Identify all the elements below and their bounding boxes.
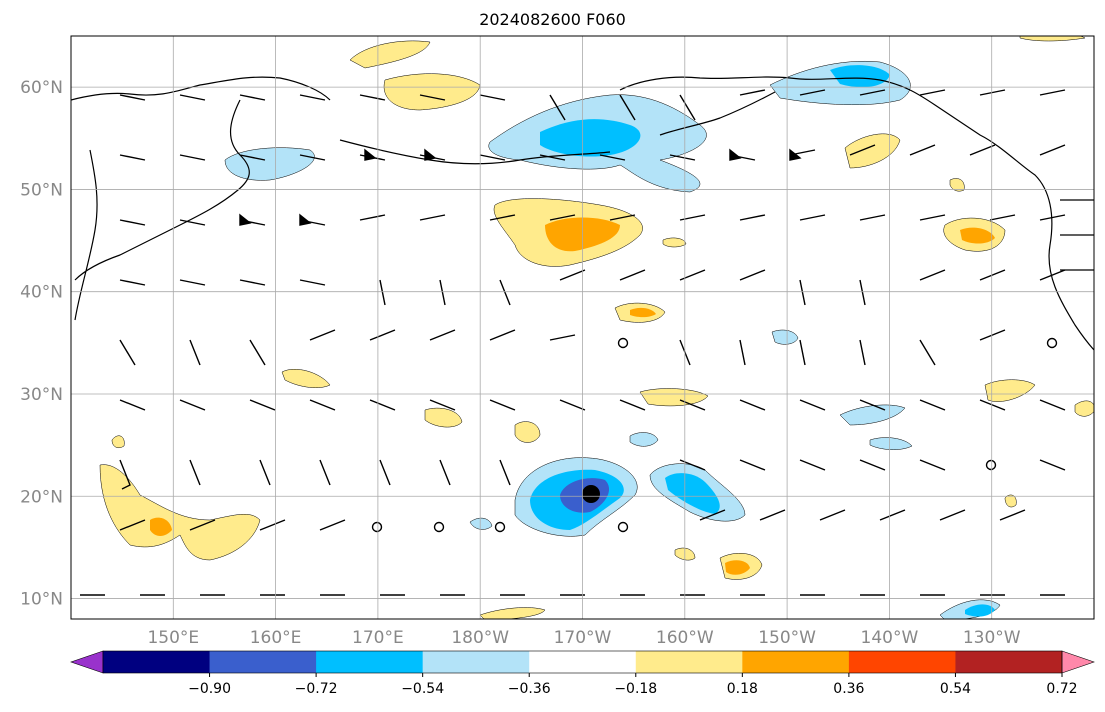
- neg-region-small-3: [839, 404, 906, 426]
- colorbar-segment: [316, 651, 424, 673]
- coastline-na-border: [1060, 199, 1094, 271]
- map-frame: [70, 35, 1095, 620]
- colorbar-segment: [529, 651, 637, 673]
- lon-label: 160°E: [250, 628, 302, 648]
- colorbar: [70, 650, 1095, 674]
- colorbar-extend-high: [1061, 650, 1095, 674]
- colorbar-segment: [103, 651, 211, 673]
- colorbar-segment: [635, 651, 743, 673]
- lat-label: 40°N: [20, 283, 63, 303]
- cyclone-center-marker: [582, 485, 600, 503]
- lon-label: 180°W: [451, 628, 509, 648]
- neg-region-alaska-core: [830, 65, 890, 88]
- pos-region-southwest-core: [150, 517, 172, 536]
- neg-region-small-4: [869, 437, 913, 450]
- colorbar-segment: [742, 651, 850, 673]
- coastlines: [71, 76, 1094, 351]
- lat-label: 20°N: [20, 487, 63, 507]
- colorbar-label: −0.18: [614, 681, 657, 697]
- neg-region-small-5: [469, 517, 493, 530]
- gridlines: [71, 36, 1094, 619]
- pos-region-south-1-core: [725, 560, 750, 575]
- lat-labels: 10°N 20°N 30°N 40°N 50°N 60°N: [20, 78, 63, 609]
- pos-region-small-c: [1004, 494, 1017, 508]
- neg-region-southeast-core: [965, 604, 995, 617]
- pos-region-small-d: [949, 178, 965, 192]
- lon-label: 150°E: [147, 628, 199, 648]
- calm-circles: [371, 337, 1058, 533]
- colorbar-extend-low: [70, 650, 104, 674]
- lat-label: 60°N: [20, 78, 63, 98]
- coastline-aleutians: [339, 139, 611, 165]
- colorbar-segment: [848, 651, 956, 673]
- colorbar-segment: [209, 651, 317, 673]
- lon-label: 150°W: [758, 628, 816, 648]
- pos-region-south-3: [479, 607, 546, 619]
- pos-region-northeast-core: [960, 227, 995, 244]
- coastline-alaska: [619, 76, 1094, 351]
- pos-region-gulf-alaska: [844, 133, 901, 169]
- colorbar-segment: [422, 651, 530, 673]
- pos-region-mid-6: [984, 379, 1036, 402]
- pos-region-bering: [383, 73, 481, 111]
- pos-region-mid-5: [639, 388, 709, 407]
- pos-region-mid-3: [424, 407, 463, 428]
- colorbar-label: −0.90: [188, 681, 231, 697]
- lat-label: 50°N: [20, 180, 63, 200]
- pos-region-southwest: [99, 464, 261, 561]
- colorbar-labels: −0.90 −0.72 −0.54 −0.36 −0.18 0.18 0.36 0.54 0.7…: [188, 673, 1078, 697]
- lon-label: 130°W: [963, 628, 1021, 648]
- colorbar-label: 0.72: [1046, 681, 1077, 697]
- neg-region-hawaii-core: [665, 473, 720, 514]
- lon-label: 170°W: [554, 628, 612, 648]
- colorbar-segment: [955, 651, 1063, 673]
- pos-region-mid-7: [1074, 400, 1094, 417]
- colorbar-label: −0.36: [508, 681, 551, 697]
- pos-region-mid-4: [514, 421, 541, 443]
- lon-labels: 150°E 160°E 170°E 180°W 170°W 160°W 150°W 140°W…: [147, 628, 1020, 648]
- colorbar-label: −0.54: [401, 681, 444, 697]
- pos-region-mid-1-core: [630, 307, 656, 318]
- colorbar-label: 0.36: [833, 681, 864, 697]
- colorbar-label: 0.54: [940, 681, 971, 697]
- colorbar-label: 0.18: [727, 681, 758, 697]
- lat-label: 10°N: [20, 590, 63, 610]
- filled-contours: [99, 36, 1094, 619]
- lon-label: 160°W: [656, 628, 714, 648]
- lon-label: 170°E: [352, 628, 404, 648]
- pos-region-small-e: [1019, 36, 1086, 42]
- neg-region-aleutian-core: [540, 119, 641, 157]
- colorbar-label: −0.72: [295, 681, 338, 697]
- pos-region-mid-2: [281, 369, 331, 388]
- neg-region-small-2: [629, 432, 659, 447]
- wind-barbs: [80, 89, 1066, 596]
- pos-region-small-b: [662, 237, 687, 248]
- map-title: 2024082600 F060: [479, 10, 626, 29]
- pos-region-small-a: [111, 435, 125, 448]
- lon-label: 140°W: [861, 628, 919, 648]
- neg-region-small-1: [771, 329, 799, 345]
- colorbar-outline: [102, 650, 1063, 674]
- coastline-asia: [71, 76, 331, 321]
- lat-label: 30°N: [20, 385, 63, 405]
- pos-region-arctic: [349, 40, 431, 69]
